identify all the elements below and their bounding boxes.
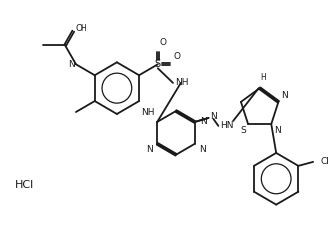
Text: N: N [211,112,217,122]
Text: H: H [80,24,86,33]
Text: N: N [281,91,288,100]
Text: N: N [68,60,75,69]
Text: H: H [261,73,266,82]
Text: N: N [199,145,206,154]
Text: NH: NH [175,78,188,87]
Text: HCl: HCl [15,180,34,189]
Text: N: N [274,126,281,135]
Text: O: O [75,24,82,33]
Text: N: N [147,145,153,154]
Text: O: O [160,38,167,47]
Text: S: S [240,126,246,135]
Text: S: S [155,59,161,69]
Text: O: O [173,52,181,61]
Text: Cl: Cl [320,157,329,166]
Text: NH: NH [141,108,154,117]
Text: HN: HN [220,122,234,130]
Text: N: N [200,117,207,126]
